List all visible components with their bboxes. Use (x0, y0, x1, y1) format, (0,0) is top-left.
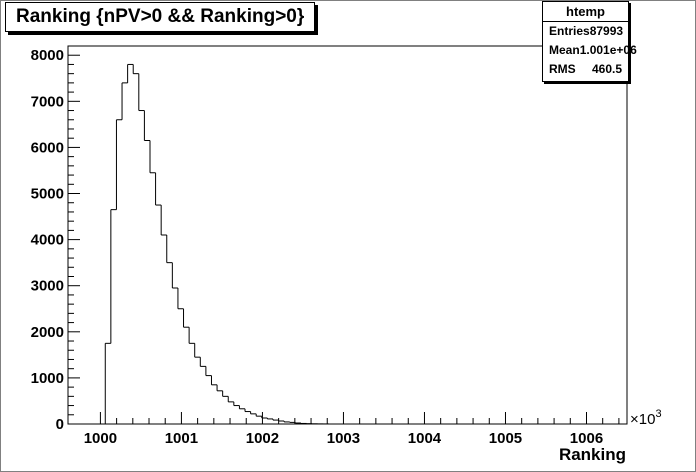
x-tick-label: 1006 (570, 430, 603, 447)
x-tick-label: 1000 (84, 430, 117, 447)
stats-box: htemp Entries 87993 Mean 1.001e+06 RMS 4… (542, 1, 637, 82)
stats-label: RMS (549, 62, 576, 76)
x-tick-label: 1003 (327, 430, 360, 447)
y-tick-label: 2000 (31, 324, 64, 341)
x-tick-label: 1004 (408, 430, 442, 447)
y-tick-label: 0 (56, 416, 64, 433)
stats-value: 87993 (589, 24, 624, 38)
y-tick-label: 7000 (31, 93, 64, 110)
y-tick-label: 4000 (31, 232, 64, 249)
chart-title: Ranking {nPV>0 && Ranking>0} (5, 2, 316, 32)
y-tick-label: 5000 (31, 186, 64, 203)
x-tick-label: 1001 (165, 430, 198, 447)
stats-row-rms: RMS 460.5 (543, 60, 628, 79)
y-tick-label: 8000 (31, 47, 64, 64)
x-tick-label: 1005 (489, 430, 522, 447)
x-axis-multiplier: ×103 (630, 408, 662, 428)
stats-label: Mean (549, 43, 580, 57)
stats-row-entries: Entries 87993 (543, 22, 628, 41)
stats-name: htemp (543, 2, 628, 22)
y-axis: 0 1000 2000 3000 4000 5000 6000 7000 8000 (31, 47, 80, 433)
y-tick-label: 3000 (31, 278, 64, 295)
stats-label: Entries (549, 24, 590, 38)
x-axis-label: Ranking (559, 445, 626, 464)
y-tick-label: 6000 (31, 139, 64, 156)
y-tick-label: 1000 (31, 370, 64, 387)
x-tick-label: 1002 (246, 430, 279, 447)
stats-row-mean: Mean 1.001e+06 (543, 41, 637, 60)
histogram-bins (104, 63, 330, 425)
stats-value: 460.5 (591, 62, 622, 76)
plot-frame (67, 45, 628, 425)
stats-value: 1.001e+06 (579, 43, 637, 57)
x-axis: 1000 1001 1002 1003 1004 1005 1006 (84, 412, 620, 447)
